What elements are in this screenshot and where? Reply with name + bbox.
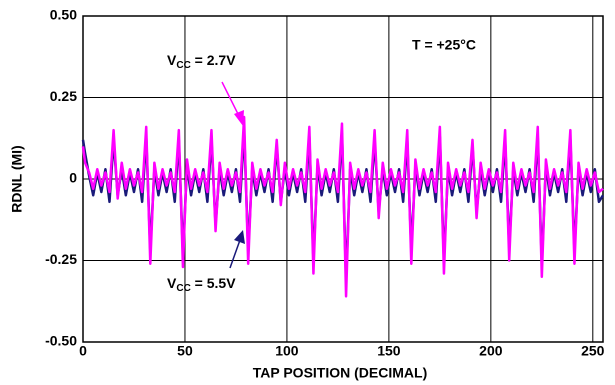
lines [81, 115, 605, 298]
arrowhead [234, 230, 245, 244]
x-tick-label: 50 [177, 343, 193, 359]
arrows [221, 81, 245, 269]
x-tick-label: 100 [275, 343, 299, 359]
annotation: T = +25°C [412, 37, 476, 53]
x-tick-label: 250 [581, 343, 605, 359]
annotation: VCC = 5.5V [167, 275, 236, 294]
annotation-text: = 5.5V [191, 275, 236, 291]
annotation-subscript: CC [176, 283, 190, 294]
y-tick-label: -0.25 [45, 251, 77, 267]
arrowhead [234, 110, 244, 126]
y-tick-label: 0.50 [50, 7, 77, 23]
x-tick-label: 0 [79, 343, 87, 359]
y-tick-label: 0 [69, 170, 77, 186]
y-tick-label: -0.50 [45, 333, 77, 349]
y-axis-label: RDNL (MI) [9, 145, 25, 212]
annotation-text: V [167, 52, 177, 68]
arrow [221, 81, 241, 119]
annotation-text: = 2.7V [191, 52, 236, 68]
series-line [81, 115, 604, 298]
y-tick-label: 0.25 [50, 88, 77, 104]
x-axis-label: TAP POSITION (DECIMAL) [253, 365, 427, 381]
annotation-subscript: CC [176, 60, 190, 71]
x-tick-label: 150 [377, 343, 401, 359]
arrow [229, 239, 241, 269]
annotation-text: V [167, 275, 177, 291]
annotation: VCC = 2.7V [167, 52, 236, 71]
x-tick-label: 200 [479, 343, 503, 359]
